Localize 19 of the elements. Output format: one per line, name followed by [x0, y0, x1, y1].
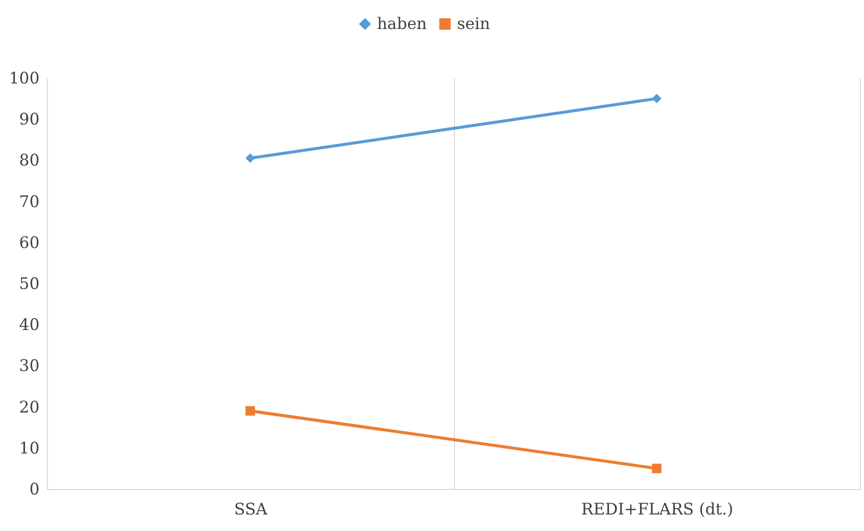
y-tick-label: 80: [19, 150, 40, 170]
y-tick-label: 50: [19, 274, 40, 293]
point: [246, 406, 255, 416]
y-tick-label: 100: [8, 68, 40, 88]
y-tick-label: 10: [19, 438, 40, 458]
y-tick-label: 60: [19, 232, 40, 252]
point: [652, 464, 662, 474]
y-tick-label: 90: [19, 110, 40, 129]
point: [246, 153, 255, 163]
y-tick-label: 30: [19, 356, 40, 376]
y-tick-label: 40: [19, 315, 40, 334]
x-tick-label: REDI+FLARS (dt.): [581, 500, 734, 518]
x-tick-label: SSA: [234, 500, 268, 518]
y-tick-label: 70: [19, 192, 40, 211]
y-tick-label: 20: [19, 397, 40, 416]
legend-label: haben: [377, 14, 427, 33]
y-tick-label: 0: [29, 480, 40, 498]
point: [652, 94, 662, 104]
legend-label: sein: [457, 14, 490, 33]
